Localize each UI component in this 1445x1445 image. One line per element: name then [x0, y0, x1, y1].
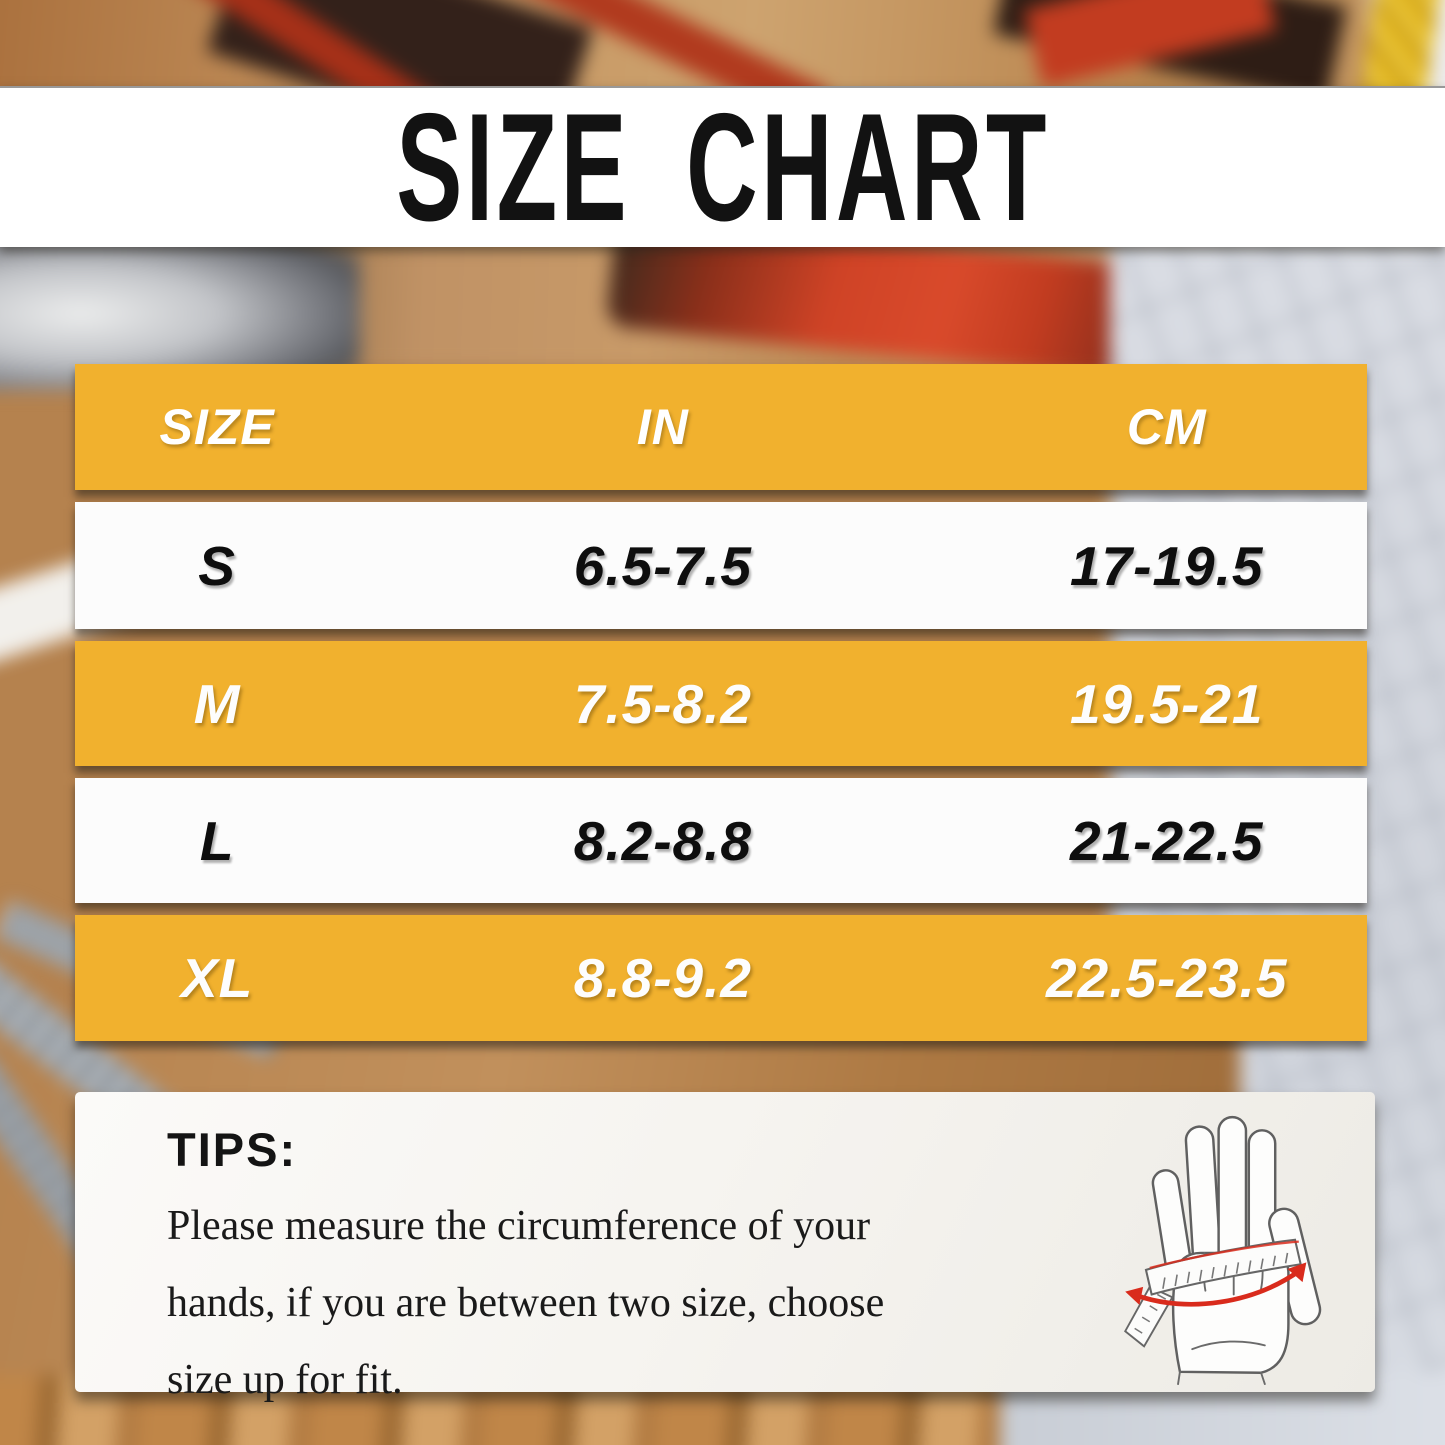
- cell-size: XL: [180, 947, 254, 1009]
- column-header-size: SIZE: [159, 399, 275, 455]
- cell-in: 8.2-8.8: [573, 809, 752, 872]
- tips-line: size up for fit.: [167, 1357, 403, 1403]
- metal-clamp: [0, 220, 360, 390]
- cell-cm: 19.5-21: [1069, 672, 1264, 735]
- table-row-m: M 7.5-8.2 19.5-21: [75, 641, 1367, 766]
- table-row-s: S 6.5-7.5 17-19.5: [75, 502, 1367, 629]
- tips-line: Please measure the circumference of your: [167, 1203, 871, 1249]
- hand-measure-icon: [1124, 1115, 1322, 1385]
- cell-size: L: [199, 809, 235, 872]
- tips-body: Please measure the circumference of your…: [167, 1188, 1177, 1419]
- table-header-row: SIZE IN CM: [75, 364, 1367, 490]
- cell-in: 8.8-9.2: [573, 947, 752, 1009]
- size-table: SIZE IN CM S 6.5-7.5 17-19.5 M 7.5-8.2 1…: [75, 364, 1367, 1041]
- cell-in: 6.5-7.5: [573, 534, 752, 597]
- cell-in: 7.5-8.2: [573, 672, 752, 735]
- page-title: SIZE CHART: [395, 81, 1050, 254]
- table-row-l: L 8.2-8.8 21-22.5: [75, 778, 1367, 903]
- tips-line: hands, if you are between two size, choo…: [167, 1280, 885, 1326]
- cell-cm: 21-22.5: [1069, 809, 1264, 872]
- tips-panel: TIPS: Please measure the circumference o…: [75, 1092, 1375, 1403]
- cell-size: M: [193, 672, 241, 735]
- cell-size: S: [198, 534, 236, 597]
- cell-cm: 17-19.5: [1069, 534, 1264, 597]
- tips-heading: TIPS:: [167, 1123, 298, 1176]
- column-header-cm: CM: [1126, 399, 1207, 455]
- column-header-in: IN: [636, 399, 689, 455]
- table-row-xl: XL 8.8-9.2 22.5-23.5: [75, 915, 1367, 1041]
- cell-cm: 22.5-23.5: [1046, 947, 1288, 1009]
- title-band: SIZE CHART: [0, 82, 1445, 253]
